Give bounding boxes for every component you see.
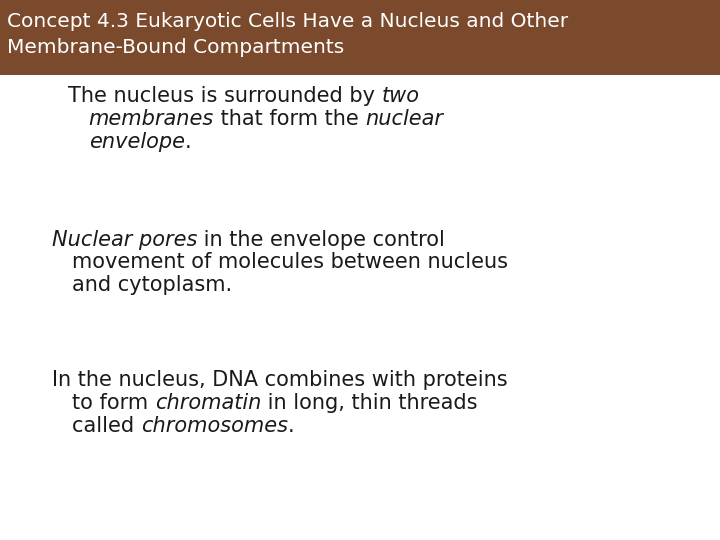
Text: movement of molecules between nucleus: movement of molecules between nucleus [72,252,508,272]
Text: called: called [72,415,140,435]
Text: envelope: envelope [89,132,184,152]
Text: chromosomes: chromosomes [140,415,288,435]
Text: in long, thin threads: in long, thin threads [261,393,477,413]
Text: The nucleus is surrounded by: The nucleus is surrounded by [68,86,382,106]
Text: In the nucleus, DNA combines with proteins: In the nucleus, DNA combines with protei… [52,370,508,390]
Bar [0,0,720,75]
Text: .: . [288,415,294,435]
Text: in the envelope control: in the envelope control [197,230,445,249]
Text: chromatin: chromatin [155,393,261,413]
Text: that form the: that form the [214,109,365,129]
Text: to form: to form [72,393,155,413]
Text: Membrane-Bound Compartments: Membrane-Bound Compartments [7,38,344,57]
Text: and cytoplasm.: and cytoplasm. [72,275,232,295]
Text: Concept 4.3 Eukaryotic Cells Have a Nucleus and Other: Concept 4.3 Eukaryotic Cells Have a Nucl… [7,12,568,31]
Text: nuclear: nuclear [365,109,444,129]
Text: membranes: membranes [89,109,214,129]
Text: two: two [382,86,420,106]
Text: Nuclear pores: Nuclear pores [52,230,197,249]
Text: .: . [184,132,192,152]
